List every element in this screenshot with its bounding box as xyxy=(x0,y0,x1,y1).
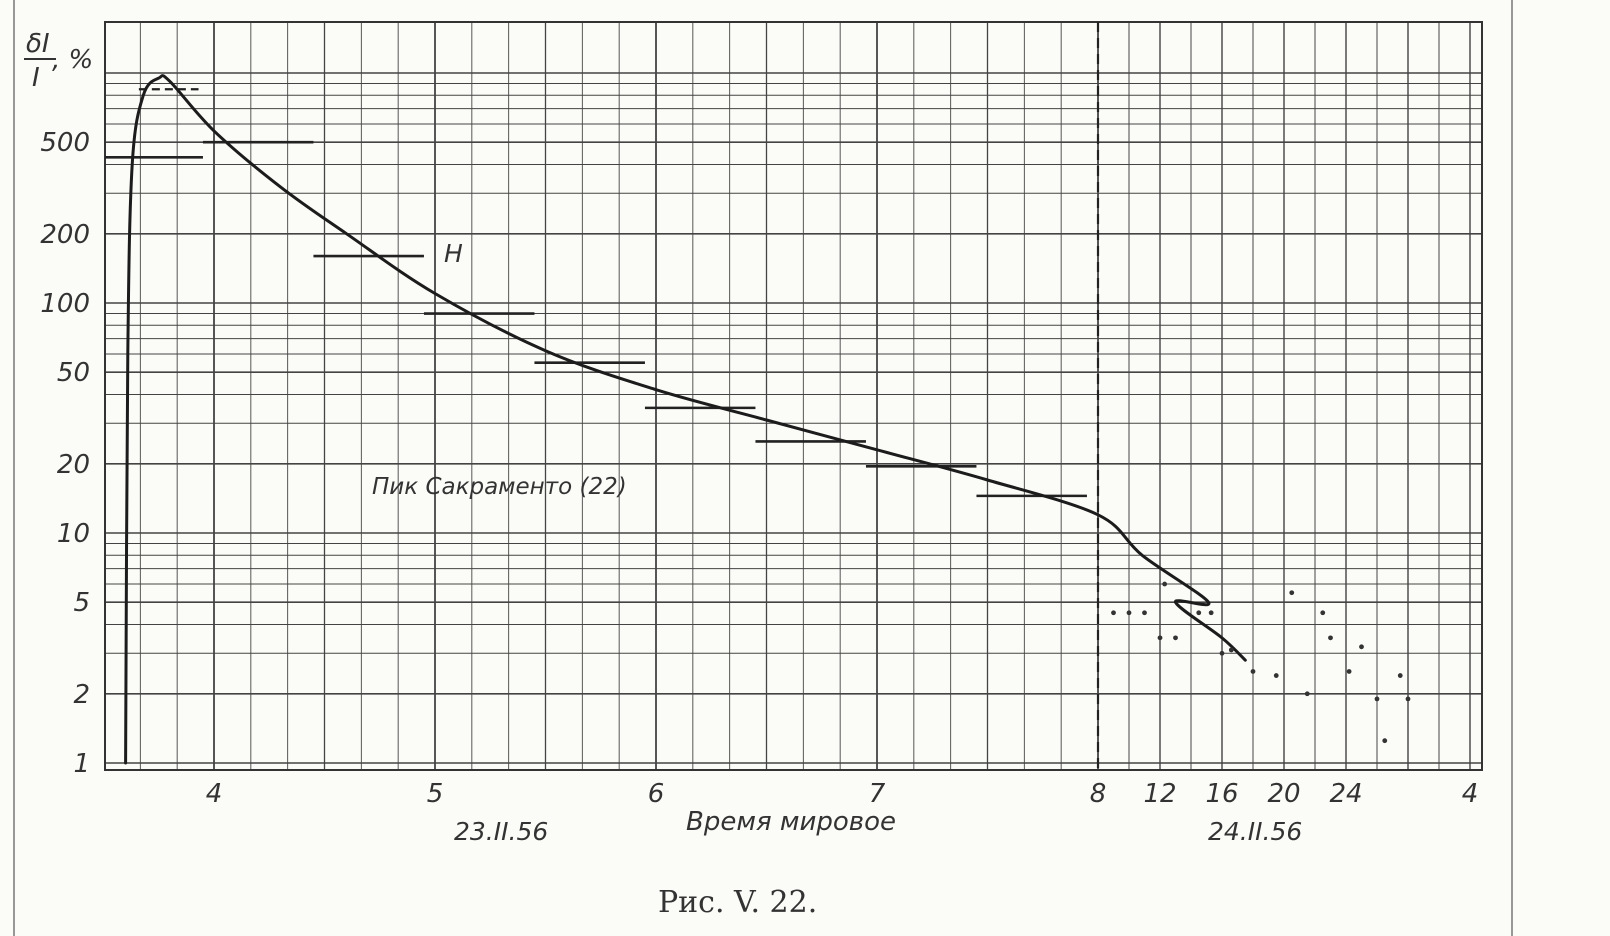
date-label-second: 24.II.56 xyxy=(1208,817,1302,846)
x-tick-labels: 4 5 6 7 8 12 16 20 24 4 xyxy=(206,779,1479,809)
scatter-point xyxy=(1328,635,1333,641)
x-tick-label: 8 xyxy=(1090,779,1107,809)
scatter-point xyxy=(1126,610,1132,616)
y-tick-labels: 1 2 5 10 20 50 100 200 500 xyxy=(40,128,90,779)
x-tick-label: 20 xyxy=(1267,779,1300,809)
scatter-point xyxy=(1196,610,1202,616)
y-tick-label: 50 xyxy=(57,358,90,388)
y-tick-label: 1 xyxy=(73,749,90,779)
y-label-denominator: I xyxy=(32,63,40,93)
x-tick-label: 16 xyxy=(1205,779,1238,809)
x-tick-label: 12 xyxy=(1143,779,1176,809)
scatter-point xyxy=(1346,669,1352,674)
scatter-point xyxy=(1219,650,1225,656)
scatter-point xyxy=(1228,647,1234,653)
step-levels xyxy=(105,88,1087,498)
plot-grid xyxy=(104,21,1483,771)
y-tick-label: 10 xyxy=(57,519,90,549)
date-label-first: 23.II.56 xyxy=(454,817,548,846)
scatter-point xyxy=(1250,669,1256,674)
x-tick-label: 4 xyxy=(206,779,223,809)
x-tick-label: 5 xyxy=(427,779,444,809)
x-axis-label: Время мировое xyxy=(686,807,896,837)
y-tick-label: 100 xyxy=(40,289,90,319)
plot-frame xyxy=(104,21,1483,771)
y-tick-label: 200 xyxy=(40,220,90,250)
scatter-points xyxy=(1111,581,1411,744)
scatter-point xyxy=(1162,581,1168,587)
scatter-point xyxy=(1111,610,1116,616)
scatter-point xyxy=(1273,673,1279,678)
scatter-point xyxy=(1320,610,1326,616)
series-line xyxy=(124,74,1247,765)
y-tick-label: 2 xyxy=(73,680,90,710)
y-tick-label: 500 xyxy=(40,128,90,158)
y-label-numerator: δI xyxy=(26,29,50,59)
scatter-point xyxy=(1157,635,1163,641)
y-tick-label: 5 xyxy=(73,588,90,618)
curve-layer xyxy=(124,74,1247,765)
scatter-point xyxy=(1405,696,1411,702)
scatter-point xyxy=(1374,696,1380,702)
scatter-point xyxy=(1142,610,1147,616)
x-tick-label: 24 xyxy=(1329,779,1362,809)
annotation-component: Н xyxy=(444,239,463,268)
scatter-point xyxy=(1397,673,1403,678)
scatter-point xyxy=(1289,590,1295,596)
x-tick-label: 4 xyxy=(1462,779,1479,809)
x-tick-label: 6 xyxy=(648,779,665,809)
scatter-point xyxy=(1382,738,1388,744)
scatter-point xyxy=(1359,644,1364,650)
scatter-point xyxy=(1208,610,1214,616)
annotation-station: Пик Сакраменто (22) xyxy=(372,474,627,500)
figure-caption: Рис. V. 22. xyxy=(658,885,817,920)
y-axis-label: δI I , % xyxy=(24,29,93,93)
y-tick-label: 20 xyxy=(57,450,90,480)
scatter-point xyxy=(1304,691,1310,697)
scatter-point xyxy=(1173,635,1178,641)
y-label-unit: , % xyxy=(52,45,93,75)
x-tick-label: 7 xyxy=(869,779,886,809)
